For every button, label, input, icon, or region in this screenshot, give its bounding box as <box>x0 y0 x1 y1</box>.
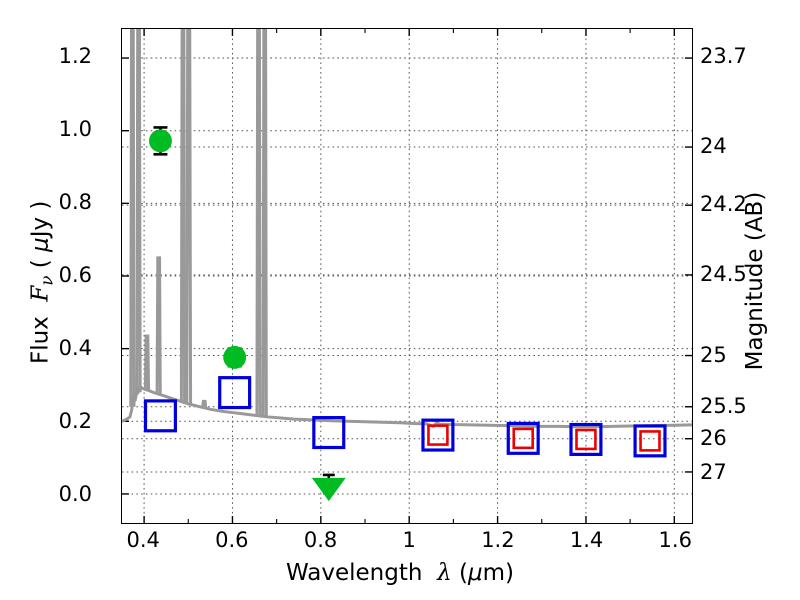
secondary-photometry-square <box>427 424 449 446</box>
upper-limit-triangle <box>311 477 346 502</box>
secondary-photometry-square <box>512 427 534 450</box>
y-tick-label: 0.2 <box>58 408 92 433</box>
y2-tick-label: 25.5 <box>700 394 747 419</box>
y-tick-label: 1.0 <box>58 117 92 142</box>
x-tick-label: 1.6 <box>658 528 692 552</box>
spectrum-emission-line <box>255 29 262 416</box>
y-axis-title: Flux Fν ( μJy ) <box>27 200 57 365</box>
model-photometry-square <box>421 418 455 452</box>
x-tick-label: 0.8 <box>303 528 338 552</box>
x-tick-label: 1 <box>402 528 416 552</box>
y-tick-label: 0.6 <box>58 263 92 287</box>
plot-svg <box>122 29 692 523</box>
y-tick-label: 0.4 <box>58 335 92 360</box>
model-photometry-square <box>143 399 177 433</box>
observed-flux-point <box>223 345 247 369</box>
secondary-photometry-square <box>575 428 597 451</box>
observed-flux-point <box>148 129 172 153</box>
spectrum-emission-line <box>185 29 193 404</box>
spectrum-emission-line <box>179 29 187 403</box>
y2-tick-label: 25 <box>700 342 727 367</box>
spectrum-emission-line <box>135 29 142 393</box>
x-tick-label: 0.6 <box>215 528 249 552</box>
y-tick-label: 0.8 <box>58 190 92 215</box>
model-photometry-square <box>218 376 252 410</box>
spectrum-emission-line <box>143 334 151 391</box>
model-photometry-square <box>633 424 667 458</box>
y-tick-label: 1.2 <box>58 44 92 69</box>
y-tick-label: 0.0 <box>58 481 92 506</box>
spectrum-emission-line <box>201 399 208 409</box>
spectrum-emission-line <box>155 256 162 395</box>
spectrum-emission-line <box>261 29 268 417</box>
x-axis-title: Wavelength λ (μm) <box>286 560 514 586</box>
plot-area <box>121 28 693 524</box>
y2-tick-label: 24 <box>700 133 727 158</box>
y2-axis-title: Magnitude (AB) <box>742 191 768 371</box>
x-tick-label: 1.2 <box>481 528 515 552</box>
x-tick-label: 1.4 <box>569 528 604 552</box>
model-photometry-square <box>506 421 540 455</box>
spectrum-continuum-line <box>122 386 692 429</box>
x-tick-label: 0.4 <box>126 528 160 552</box>
y2-tick-label: 26 <box>700 426 727 451</box>
y2-tick-label: 24.2 <box>700 191 747 216</box>
model-photometry-square <box>569 422 603 456</box>
y2-tick-label: 23.7 <box>700 44 747 69</box>
model-photometry-square <box>312 416 346 450</box>
y2-tick-label: 27 <box>700 459 727 484</box>
spectrum-emission-line <box>129 29 136 407</box>
y2-tick-label: 24.5 <box>700 261 747 286</box>
secondary-photometry-square <box>639 430 661 452</box>
